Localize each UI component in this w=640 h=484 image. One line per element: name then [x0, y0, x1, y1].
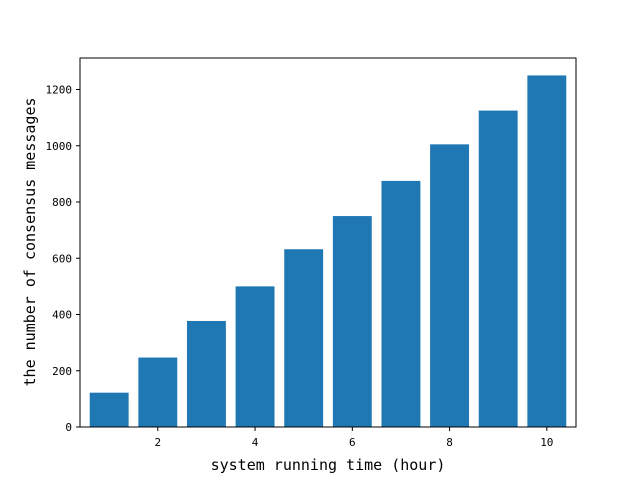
y-tick-label: 1000	[46, 140, 73, 153]
x-axis-title: system running time (hour)	[211, 456, 446, 474]
y-tick-label: 0	[65, 421, 72, 434]
bar-hour-7	[381, 180, 421, 427]
bar-hour-3	[186, 320, 226, 427]
y-tick-label: 400	[52, 309, 72, 322]
x-tick-label: 6	[349, 436, 356, 449]
y-tick-label: 1200	[46, 84, 73, 97]
bar-hour-5	[284, 249, 324, 427]
bar-hour-10	[527, 75, 567, 427]
bar-hour-1	[89, 392, 129, 427]
x-tick-label: 10	[540, 436, 553, 449]
y-tick-label: 600	[52, 252, 72, 265]
x-tick-label: 8	[446, 436, 453, 449]
x-ticks-group: 2 4 6 8 10	[154, 427, 553, 449]
y-tick-label: 800	[52, 196, 72, 209]
y-tick-label: 200	[52, 365, 72, 378]
y-ticks-group: 0 200 400 600 800 1000 1200	[46, 84, 80, 434]
y-axis-title: the number of consensus messages	[21, 98, 39, 387]
plot-frame	[79, 57, 577, 428]
bar-hour-4	[235, 286, 275, 427]
bar-hour-9	[478, 110, 518, 427]
x-tick-label: 2	[154, 436, 161, 449]
bars-group	[89, 75, 567, 427]
bar-hour-6	[332, 216, 372, 427]
bar-hour-8	[430, 144, 470, 427]
bar-hour-2	[138, 357, 178, 427]
x-tick-label: 4	[252, 436, 259, 449]
